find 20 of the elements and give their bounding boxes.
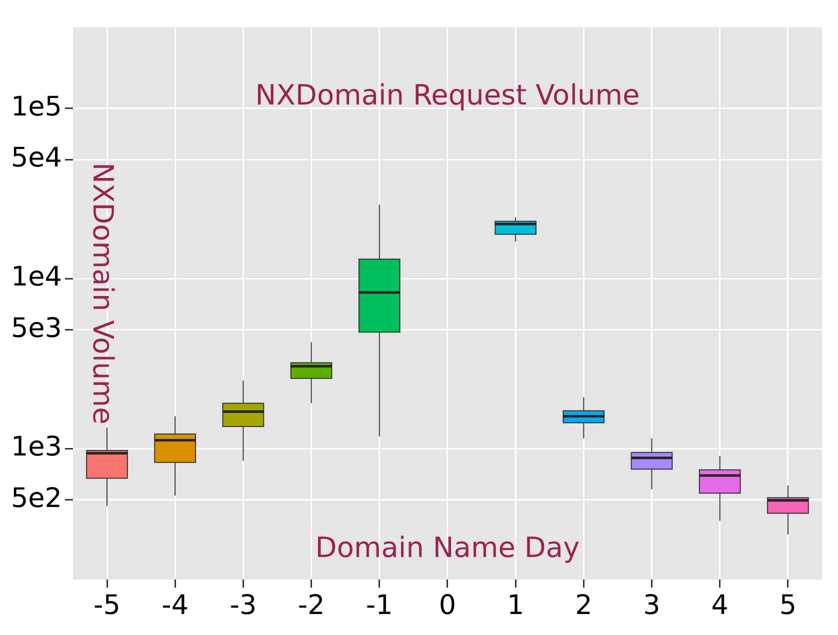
y-tick-label: 1e5: [11, 91, 62, 122]
y-axis-title: NXDomain Volume: [86, 162, 120, 424]
text: NXDomain Request Volume: [255, 78, 640, 112]
x-tick-label: -2: [298, 590, 325, 621]
x-tick-label: -5: [94, 590, 120, 621]
y-tick-label: 1e4: [11, 262, 62, 293]
x-tick-label: 3: [643, 590, 660, 621]
y-tick-label: 5e3: [11, 312, 62, 344]
y-tick-label: 5e4: [11, 142, 62, 174]
x-tick-label: 1: [506, 590, 524, 621]
x-axis-title: Domain Name Day: [315, 530, 580, 564]
x-tick-label: 0: [438, 590, 456, 621]
y-tick-label: 5e2: [11, 482, 62, 514]
x-tick-label: -3: [230, 590, 257, 621]
x-tick-label: 4: [711, 590, 728, 621]
x-tick-label: -1: [366, 590, 393, 621]
x-tick-label: 2: [575, 590, 592, 621]
x-tick-label: -4: [162, 590, 189, 621]
x-tick-label: 5: [779, 590, 797, 621]
y-tick-label: 1e3: [11, 432, 62, 463]
